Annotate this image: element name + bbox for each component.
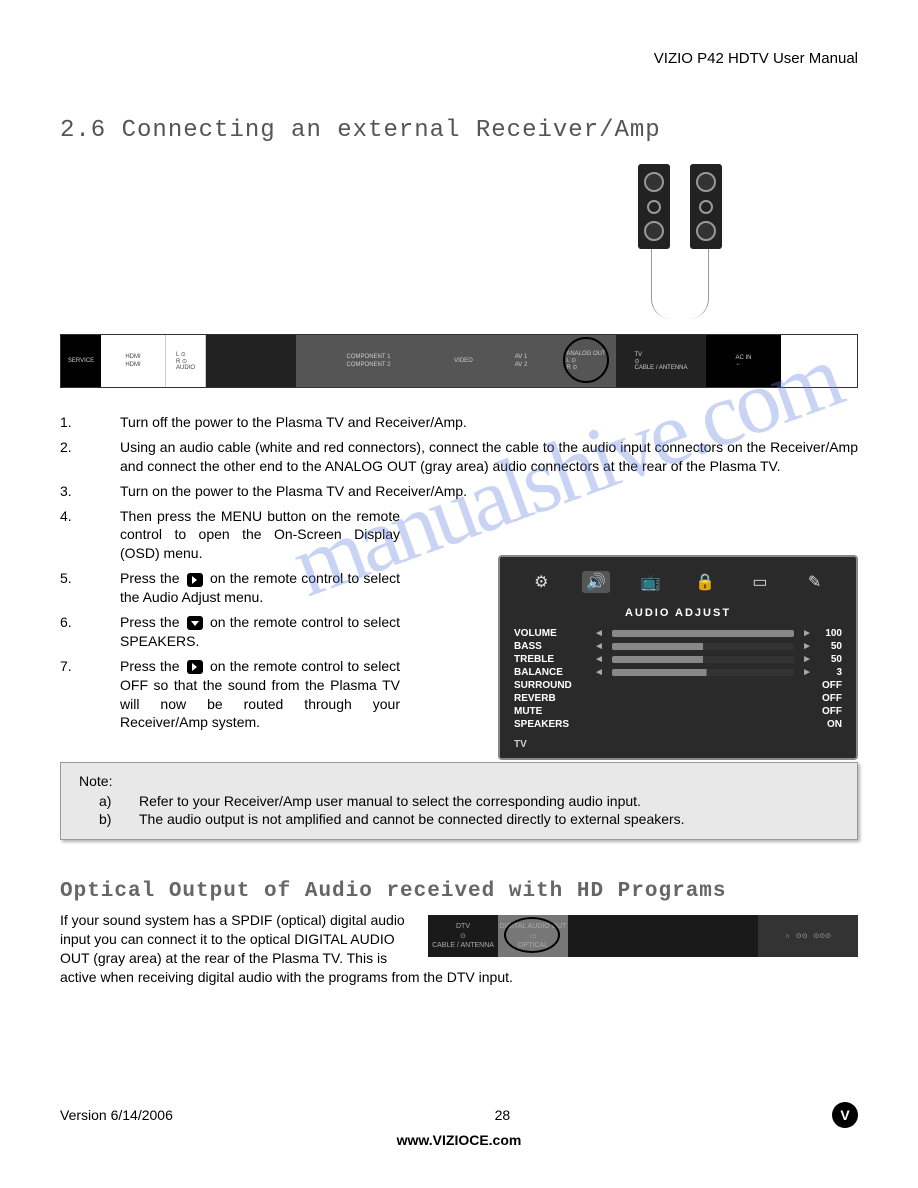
step-text: Turn off the power to the Plasma TV and … (120, 413, 858, 432)
osd-screenshot: ⚙🔊📺🔒▭✎ AUDIO ADJUST VOLUME◄►100BASS◄►50T… (498, 555, 858, 760)
osd-toggle-row: SPEAKERS ON (514, 718, 842, 731)
section-number: 2.6 (60, 117, 106, 144)
remote-right-icon (187, 573, 203, 587)
osd-value: OFF (802, 693, 842, 704)
step-number: 7. (60, 657, 120, 733)
optical-section: DTV ⊙ CABLE / ANTENNADIGITAL AUDIO OUT ▭… (60, 911, 858, 987)
cable-icon (679, 249, 681, 309)
panel-segment: L ⊙ R ⊙ AUDIO (166, 335, 206, 387)
note-item: a)Refer to your Receiver/Amp user manual… (79, 793, 839, 809)
header-product: VIZIO P42 HDTV User Manual (60, 50, 858, 67)
panel-segment: COMPONENT 1COMPONENT 2 (296, 335, 441, 387)
speakers-diagram (60, 164, 858, 324)
osd-slider-row: BASS◄►50 (514, 640, 842, 653)
optical-panel-diagram: DTV ⊙ CABLE / ANTENNADIGITAL AUDIO OUT ▭… (428, 915, 858, 957)
step-number: 4. (60, 507, 120, 564)
osd-value: OFF (802, 680, 842, 691)
subsection-title: Optical Output of Audio received with HD… (60, 880, 858, 903)
step-text: Using an audio cable (white and red conn… (120, 438, 858, 476)
step-number: 6. (60, 613, 120, 651)
remote-right-icon (187, 660, 203, 674)
panel-segment: ANALOG OUT L ⊙ R ⊙ (556, 335, 616, 387)
osd-bar (612, 630, 794, 637)
step-text: Press the on the remote control to selec… (120, 569, 400, 607)
footer-version: Version 6/14/2006 (60, 1107, 173, 1123)
footer-url: www.VIZIOCE.com (60, 1132, 858, 1148)
osd-tab-icon: ✎ (801, 571, 829, 593)
step-number: 1. (60, 413, 120, 432)
step-text: Then press the MENU button on the remote… (120, 507, 400, 564)
panel-segment (206, 335, 296, 387)
osd-slider-row: TREBLE◄►50 (514, 653, 842, 666)
osd-footer: TV (514, 739, 842, 750)
remote-down-icon (187, 616, 203, 630)
osd-toggle-row: REVERB OFF (514, 692, 842, 705)
note-letter: b) (79, 811, 139, 827)
optical-segment: ∩ ⊙⊙ ⊙⊙⊙ (758, 915, 858, 957)
step-text: Press the on the remote control to selec… (120, 613, 400, 651)
osd-label: VOLUME (514, 628, 594, 639)
instruction-step: 3.Turn on the power to the Plasma TV and… (60, 482, 858, 501)
step-number: 3. (60, 482, 120, 501)
footer-page: 28 (173, 1107, 832, 1123)
instruction-step: 1.Turn off the power to the Plasma TV an… (60, 413, 858, 432)
osd-value: 50 (812, 654, 842, 665)
osd-bar (612, 669, 794, 676)
osd-value: OFF (802, 706, 842, 717)
right-speaker-icon (690, 164, 722, 249)
osd-slider-row: VOLUME◄►100 (514, 627, 842, 640)
section-title-text: Connecting an external Receiver/Amp (122, 117, 661, 144)
optical-segment: DTV ⊙ CABLE / ANTENNA (428, 915, 498, 957)
left-speaker-icon (638, 164, 670, 249)
osd-label: BASS (514, 641, 594, 652)
page-footer: Version 6/14/2006 28 V www.VIZIOCE.com (60, 1102, 858, 1148)
osd-tab-icon: 📺 (637, 571, 665, 593)
osd-tab-icon: 🔊 (582, 571, 610, 593)
osd-toggle-row: SURROUND OFF (514, 679, 842, 692)
panel-segment: VIDEO (441, 335, 486, 387)
note-text: Refer to your Receiver/Amp user manual t… (139, 793, 839, 809)
osd-bar (612, 656, 794, 663)
osd-bar (612, 643, 794, 650)
note-box: Note: a)Refer to your Receiver/Amp user … (60, 762, 858, 840)
analog-out-highlight-icon (563, 337, 609, 383)
panel-segment: SERVICE (61, 335, 101, 387)
step-text: Press the on the remote control to selec… (120, 657, 400, 733)
panel-segment: AC IN ← (706, 335, 781, 387)
panel-segment: TV ⊙ CABLE / ANTENNA (616, 335, 706, 387)
osd-label: BALANCE (514, 667, 594, 678)
vizio-logo-icon: V (832, 1102, 858, 1128)
osd-label: MUTE (514, 706, 594, 717)
note-letter: a) (79, 793, 139, 809)
step-number: 2. (60, 438, 120, 476)
osd-value: 3 (812, 667, 842, 678)
osd-tab-icon: ▭ (746, 571, 774, 593)
note-item: b)The audio output is not amplified and … (79, 811, 839, 827)
step-number: 5. (60, 569, 120, 607)
osd-label: TREBLE (514, 654, 594, 665)
osd-label: REVERB (514, 693, 594, 704)
optical-segment (568, 915, 758, 957)
osd-slider-row: BALANCE◄►3 (514, 666, 842, 679)
rear-panel-diagram: SERVICEHDMIHDMIL ⊙ R ⊙ AUDIO COMPONENT 1C… (60, 334, 858, 388)
osd-tab-icon: 🔒 (691, 571, 719, 593)
step-text: Turn on the power to the Plasma TV and R… (120, 482, 858, 501)
osd-title: AUDIO ADJUST (514, 607, 842, 619)
osd-label: SURROUND (514, 680, 594, 691)
panel-segment: HDMIHDMI (101, 335, 166, 387)
osd-value: ON (802, 719, 842, 730)
panel-segment: AV 1AV 2 (486, 335, 556, 387)
instruction-step: 2.Using an audio cable (white and red co… (60, 438, 858, 476)
note-title: Note: (79, 773, 839, 789)
osd-tab-icon: ⚙ (527, 571, 555, 593)
osd-value: 50 (812, 641, 842, 652)
section-title: 2.6 Connecting an external Receiver/Amp (60, 117, 858, 144)
osd-value: 100 (812, 628, 842, 639)
note-text: The audio output is not amplified and ca… (139, 811, 839, 827)
osd-toggle-row: MUTE OFF (514, 705, 842, 718)
osd-label: SPEAKERS (514, 719, 594, 730)
